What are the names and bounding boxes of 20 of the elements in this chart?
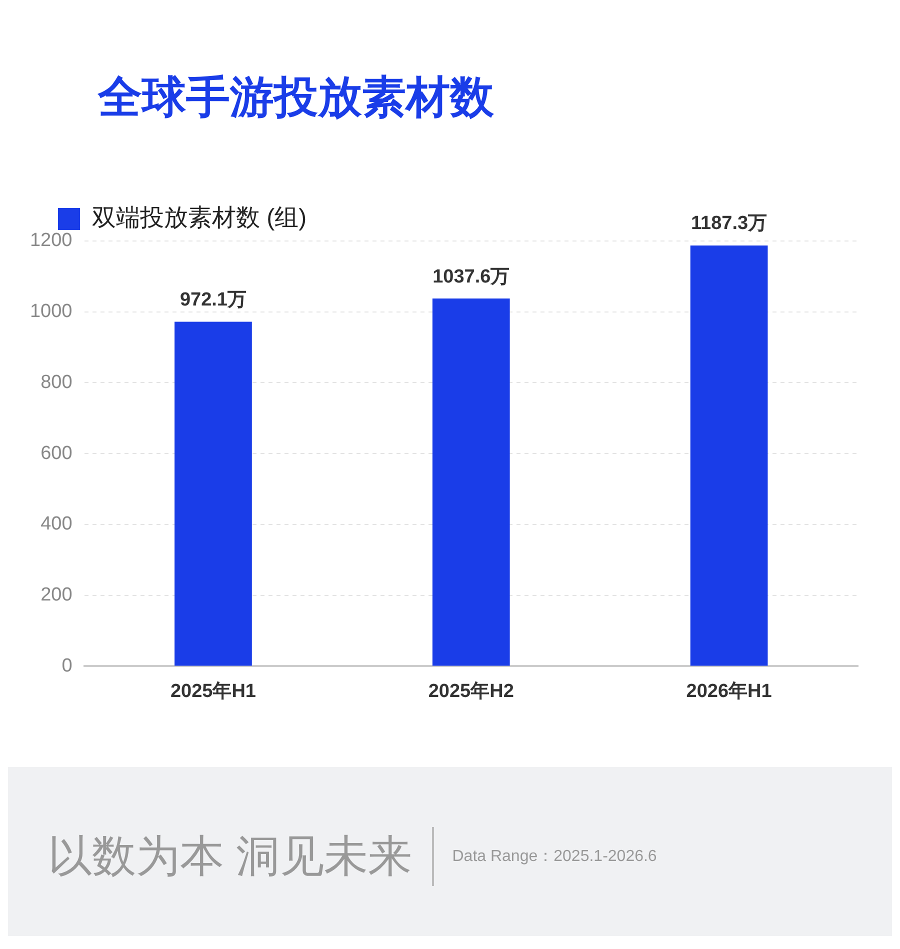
x-tick-label: 2025年H2 [428, 680, 514, 702]
bar [432, 298, 510, 666]
y-tick-label: 0 [62, 655, 72, 676]
data-label: 1187.3万 [691, 213, 768, 234]
y-tick-label: 600 [40, 442, 72, 464]
x-tick-label: 2025年H1 [170, 680, 256, 702]
y-tick-label: 800 [40, 372, 72, 393]
x-tick-label: 2026年H1 [686, 680, 772, 702]
bar [174, 322, 252, 666]
bar [690, 246, 768, 666]
data-label: 972.1万 [180, 289, 246, 310]
y-tick-label: 1200 [30, 230, 72, 252]
y-tick-label: 200 [40, 584, 72, 606]
data-label: 1037.6万 [432, 266, 510, 288]
y-tick-label: 1000 [30, 301, 72, 322]
text: Data Range：2025.1-2026.6 [451, 847, 657, 867]
y-tick-label: 400 [40, 514, 72, 535]
chart-title: 全球手游投放素材数 [96, 72, 495, 124]
text: 以数为本 洞见未来 [48, 827, 434, 886]
legend-label: 双端投放素材数 (组) [92, 204, 307, 232]
